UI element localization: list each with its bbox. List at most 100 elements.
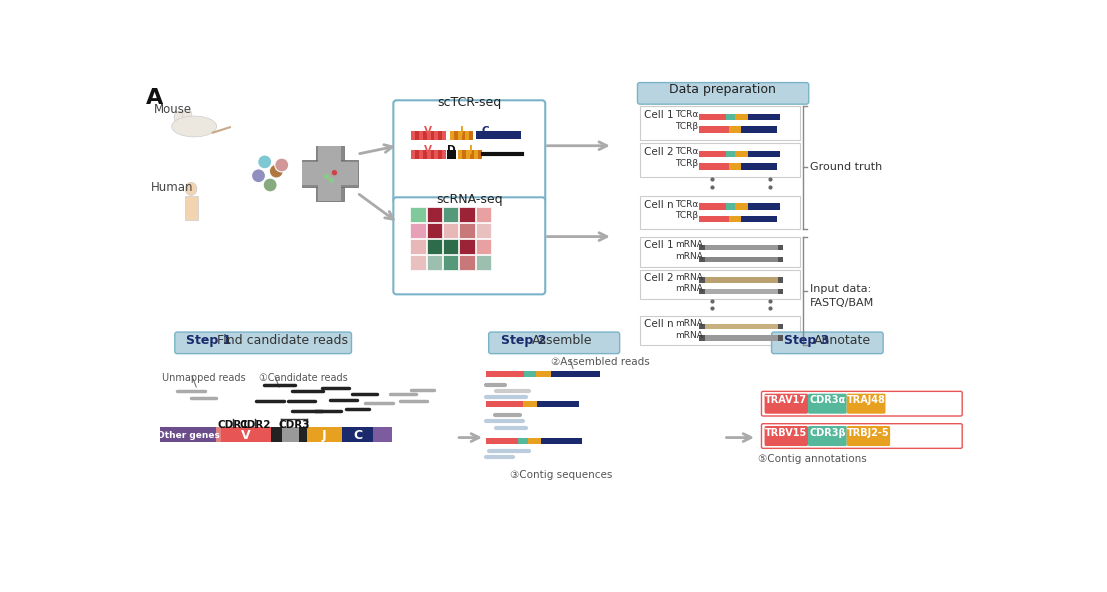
Bar: [747, 114, 780, 120]
FancyBboxPatch shape: [765, 426, 808, 446]
Text: Cell n: Cell n: [643, 319, 673, 329]
Bar: [476, 255, 492, 271]
Bar: [778, 289, 783, 294]
Bar: [700, 163, 728, 169]
Circle shape: [263, 178, 277, 192]
Bar: [220, 427, 271, 442]
FancyBboxPatch shape: [772, 332, 883, 353]
Bar: [426, 150, 431, 159]
Bar: [458, 150, 463, 159]
Bar: [431, 150, 434, 159]
FancyBboxPatch shape: [488, 332, 620, 353]
Text: Data preparation: Data preparation: [670, 83, 776, 96]
Text: Annotate: Annotate: [814, 334, 871, 348]
Bar: [778, 256, 783, 262]
Text: J: J: [322, 429, 327, 442]
Bar: [454, 131, 457, 140]
Text: ⑤Contig annotations: ⑤Contig annotations: [758, 453, 867, 464]
Bar: [726, 204, 735, 210]
Bar: [747, 204, 780, 210]
Bar: [302, 162, 358, 185]
Text: mRNA: mRNA: [675, 273, 703, 282]
Text: TCRα: TCRα: [675, 200, 699, 208]
Bar: [518, 437, 528, 444]
Bar: [459, 223, 475, 238]
Bar: [470, 150, 474, 159]
Text: Ground truth: Ground truth: [809, 162, 882, 172]
Bar: [486, 437, 518, 444]
Bar: [551, 371, 600, 377]
Bar: [442, 150, 446, 159]
Bar: [443, 255, 458, 271]
Text: TCRα: TCRα: [675, 110, 699, 120]
Text: CDR3β: CDR3β: [809, 427, 846, 437]
Bar: [426, 255, 442, 271]
Bar: [185, 196, 198, 220]
FancyBboxPatch shape: [175, 332, 352, 353]
Bar: [537, 401, 579, 407]
Text: C: C: [353, 429, 362, 442]
Circle shape: [251, 169, 266, 183]
Bar: [431, 131, 434, 140]
FancyBboxPatch shape: [765, 394, 808, 414]
Bar: [735, 151, 747, 157]
Text: Cell 2: Cell 2: [643, 147, 673, 157]
Bar: [778, 245, 783, 250]
Bar: [700, 216, 728, 222]
Text: D: D: [447, 145, 456, 155]
Bar: [466, 150, 470, 159]
Bar: [411, 255, 426, 271]
Text: mRNA: mRNA: [675, 319, 703, 328]
Bar: [373, 427, 392, 442]
Text: mRNA: mRNA: [675, 240, 703, 249]
Text: V: V: [424, 126, 432, 136]
Bar: [476, 131, 521, 139]
Text: J: J: [459, 126, 464, 136]
Text: A: A: [146, 88, 164, 108]
FancyBboxPatch shape: [808, 426, 847, 446]
Bar: [747, 151, 780, 157]
FancyBboxPatch shape: [847, 394, 886, 414]
Bar: [302, 160, 358, 187]
Bar: [318, 146, 341, 201]
Bar: [640, 316, 800, 345]
Text: Mouse: Mouse: [154, 104, 192, 117]
Bar: [411, 239, 426, 255]
Bar: [728, 216, 741, 222]
Bar: [700, 335, 705, 340]
Bar: [426, 239, 442, 255]
Text: Assemble: Assemble: [532, 334, 592, 348]
Text: ②Assembled reads: ②Assembled reads: [550, 357, 650, 366]
Text: Cell 2: Cell 2: [643, 273, 673, 283]
Bar: [282, 427, 299, 442]
Text: scTCR-seq: scTCR-seq: [437, 96, 501, 109]
Bar: [411, 223, 426, 238]
Text: TCRβ: TCRβ: [675, 211, 699, 220]
Bar: [216, 427, 220, 442]
Bar: [700, 127, 728, 133]
Bar: [705, 256, 778, 262]
Bar: [411, 131, 415, 140]
Bar: [342, 427, 373, 442]
Bar: [443, 223, 458, 238]
Ellipse shape: [185, 182, 197, 195]
Bar: [523, 401, 537, 407]
Bar: [418, 131, 423, 140]
Text: C: C: [482, 126, 489, 136]
Bar: [442, 131, 446, 140]
Text: mRNA: mRNA: [675, 284, 703, 293]
Bar: [728, 163, 741, 169]
Bar: [423, 131, 426, 140]
Text: Cell 1: Cell 1: [643, 110, 673, 120]
FancyBboxPatch shape: [393, 100, 546, 202]
Bar: [469, 131, 473, 140]
Circle shape: [269, 164, 283, 178]
Bar: [741, 127, 777, 133]
Bar: [434, 150, 438, 159]
Bar: [778, 324, 783, 329]
FancyBboxPatch shape: [847, 426, 890, 446]
Bar: [640, 196, 800, 229]
Bar: [778, 335, 783, 340]
Bar: [705, 335, 778, 340]
Text: Unmapped reads: Unmapped reads: [162, 373, 246, 383]
